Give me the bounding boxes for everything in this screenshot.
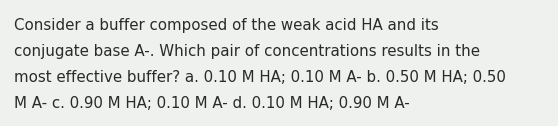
Text: conjugate base A-. Which pair of concentrations results in the: conjugate base A-. Which pair of concent… <box>14 44 480 59</box>
Text: M A- c. 0.90 M HA; 0.10 M A- d. 0.10 M HA; 0.90 M A-: M A- c. 0.90 M HA; 0.10 M A- d. 0.10 M H… <box>14 96 410 111</box>
Text: most effective buffer? a. 0.10 M HA; 0.10 M A- b. 0.50 M HA; 0.50: most effective buffer? a. 0.10 M HA; 0.1… <box>14 70 506 85</box>
Text: Consider a buffer composed of the weak acid HA and its: Consider a buffer composed of the weak a… <box>14 18 439 33</box>
